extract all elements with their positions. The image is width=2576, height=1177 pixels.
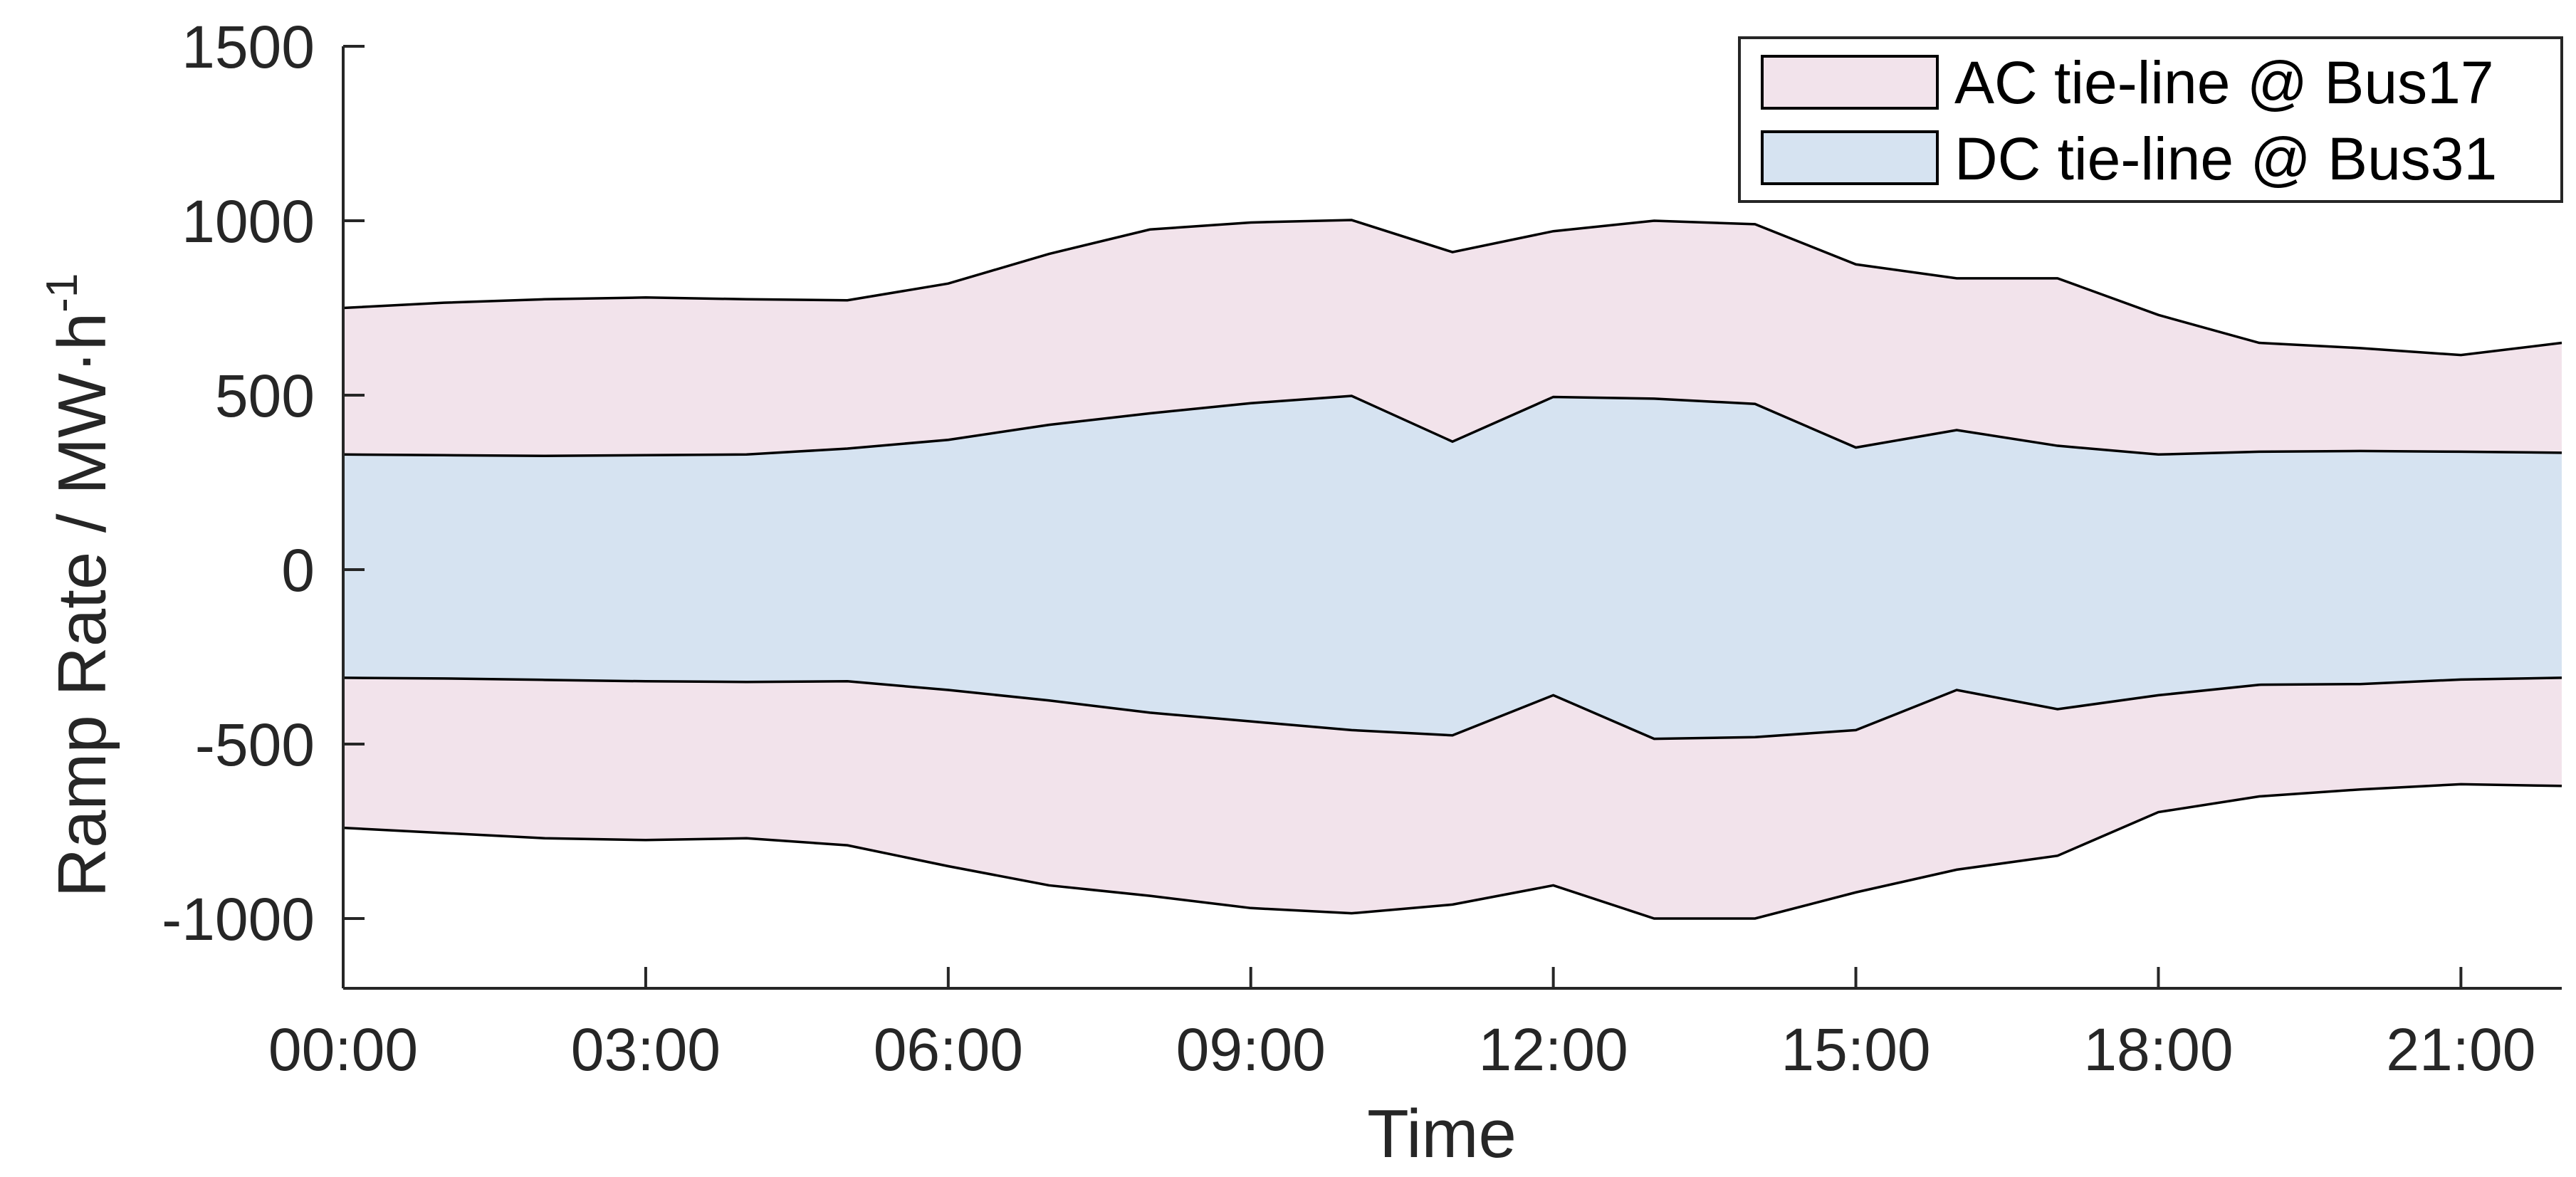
x-tick-label: 12:00 — [1479, 1016, 1628, 1083]
x-tick-label: 18:00 — [2083, 1016, 2233, 1083]
area-band-dc — [343, 396, 2562, 739]
y-tick-label: 1500 — [182, 14, 315, 80]
series-upper-line-dc — [342, 394, 2562, 458]
legend-swatch-ac — [1761, 55, 1939, 110]
y-axis-ticks: -1000 -500 0 500 1000 1500 — [162, 14, 365, 953]
y-tick-label: -500 — [195, 711, 315, 778]
x-axis-ticks: 00:00 03:00 06:00 09:00 12:00 15:00 18:00 21:00 — [268, 967, 2535, 1083]
legend-entry-dc: DC tie-line @ Bus31 — [1761, 125, 2497, 192]
y-axis-title: Ramp Rate / MW·h-1 — [38, 273, 120, 898]
chart-axes — [342, 46, 2562, 990]
chart-areas — [342, 219, 2562, 920]
y-tick-label: 500 — [215, 362, 315, 429]
y-tick-label: -1000 — [162, 886, 315, 953]
y-tick-label: 0 — [281, 537, 315, 604]
series-lower-line-dc — [342, 676, 2562, 741]
x-tick-label: 03:00 — [571, 1016, 721, 1083]
legend-label-dc: DC tie-line @ Bus31 — [1954, 125, 2497, 192]
x-tick-label: 09:00 — [1176, 1016, 1326, 1083]
x-tick-label: 00:00 — [268, 1016, 418, 1083]
legend-label-ac: AC tie-line @ Bus17 — [1954, 49, 2494, 116]
y-axis-title-exponent: -1 — [38, 273, 87, 313]
series-upper-line-ac — [342, 219, 2562, 357]
series-lower-line-ac — [342, 783, 2562, 920]
x-tick-label: 21:00 — [2386, 1016, 2535, 1083]
y-axis-title-main: Ramp Rate / MW·h — [44, 313, 120, 897]
y-tick-label: 1000 — [182, 188, 315, 255]
legend-swatch-dc — [1761, 130, 1939, 185]
x-tick-label: 06:00 — [874, 1016, 1023, 1083]
x-tick-label: 15:00 — [1781, 1016, 1930, 1083]
legend-entry-ac: AC tie-line @ Bus17 — [1761, 49, 2494, 116]
legend: AC tie-line @ Bus17 DC tie-line @ Bus31 — [1738, 36, 2563, 203]
x-axis-title: Time — [1367, 1096, 1517, 1172]
